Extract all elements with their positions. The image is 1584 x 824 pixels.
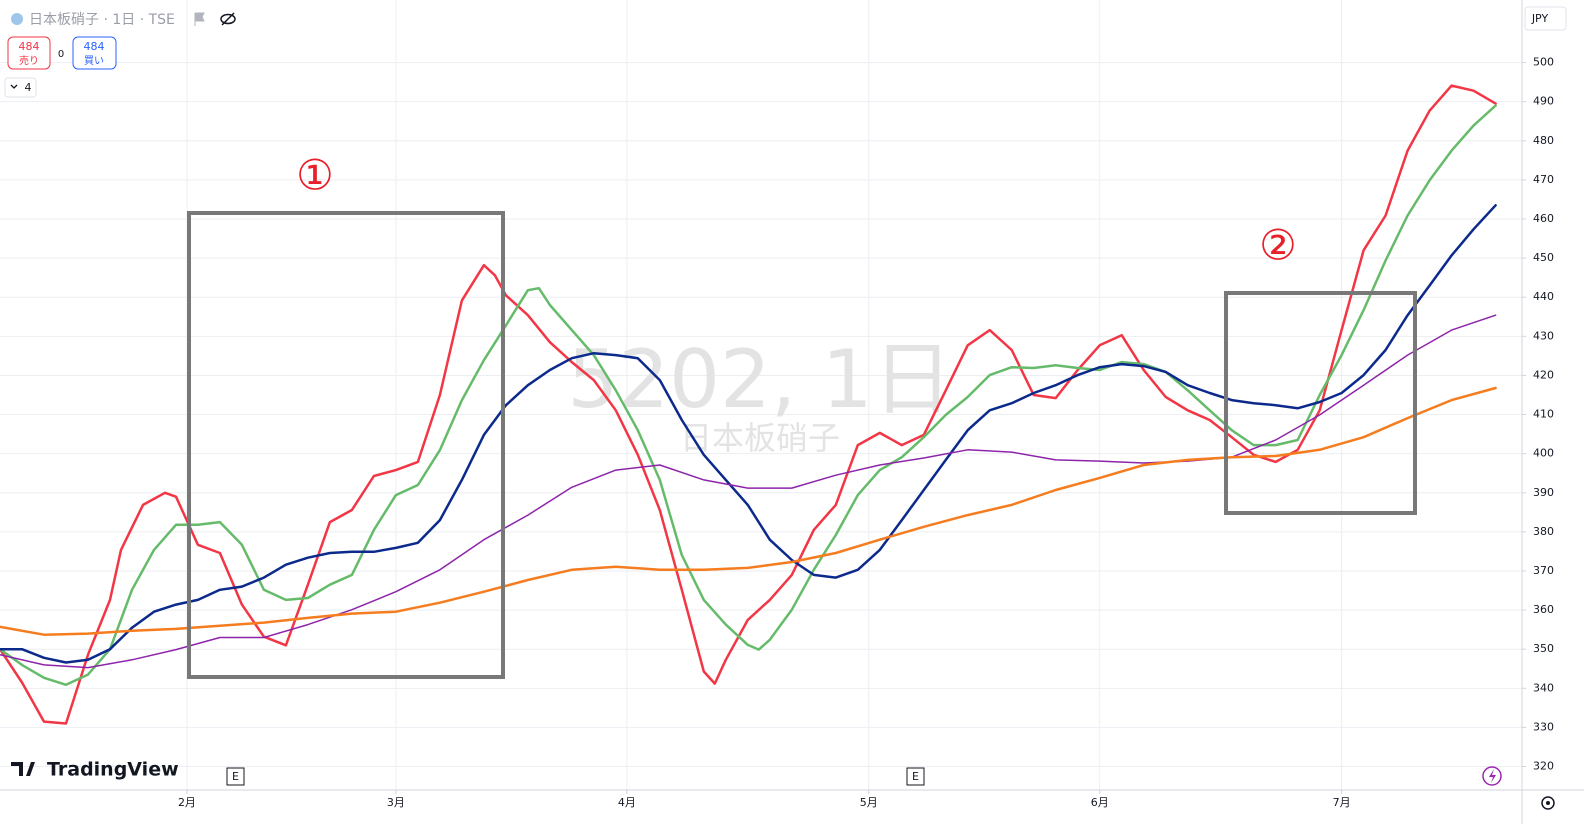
spread: 0 [58, 49, 64, 60]
y-tick-label: 480 [1533, 134, 1554, 147]
logo[interactable]: TradingView [11, 759, 179, 781]
y-tick-label: 330 [1533, 720, 1554, 733]
annotation-label: ② [1259, 221, 1297, 270]
line-series [0, 386, 1497, 636]
event-label: E [232, 770, 239, 783]
symbol-title[interactable]: 日本板硝子 · 1日 · TSE [29, 12, 175, 28]
y-tick-label: 440 [1533, 290, 1554, 303]
x-tick-label: 2月 [178, 796, 196, 809]
x-tick-label: 6月 [1091, 796, 1109, 809]
y-tick-label: 380 [1533, 525, 1554, 538]
x-tick-label: 3月 [387, 796, 405, 809]
watermark: 5202, 1日 [567, 333, 952, 426]
line-series [0, 104, 1497, 687]
sell-button[interactable]: 484 売り [7, 36, 51, 70]
y-tick-label: 390 [1533, 486, 1554, 499]
x-tick-label: 7月 [1333, 796, 1351, 809]
flag-icon[interactable] [194, 12, 205, 26]
line-series [0, 84, 1497, 725]
event-marker[interactable]: E [226, 767, 245, 786]
x-tick-label: 4月 [618, 796, 636, 809]
indicator-count: 4 [25, 81, 32, 94]
sell-price: 484 [19, 40, 40, 53]
y-tick-label: 460 [1533, 212, 1554, 225]
y-tick-label: 370 [1533, 564, 1554, 577]
event-label: E [912, 770, 919, 783]
annotation-box [187, 211, 505, 679]
lightning-button[interactable] [1482, 766, 1502, 786]
buy-price: 484 [84, 40, 105, 53]
y-tick-label: 490 [1533, 95, 1554, 108]
y-tick-label: 500 [1533, 56, 1554, 69]
line-series [0, 204, 1497, 664]
y-tick-label: 360 [1533, 603, 1554, 616]
hide-icon[interactable] [220, 12, 236, 26]
currency: JPY [1531, 12, 1549, 25]
y-tick-label: 320 [1533, 760, 1554, 773]
event-marker[interactable]: E [906, 767, 925, 786]
watermark-subtitle: 日本板硝子 [680, 419, 840, 457]
symbol-icon [11, 13, 23, 25]
x-tick-label: 5月 [860, 796, 878, 809]
settings-button[interactable] [1541, 796, 1555, 810]
y-tick-label: 470 [1533, 173, 1554, 186]
currency-button[interactable]: JPY [1524, 6, 1567, 31]
line-series [0, 314, 1497, 669]
indicator-toggle[interactable]: 4 [4, 77, 37, 98]
buy-button[interactable]: 484 買い [72, 36, 117, 70]
y-tick-label: 350 [1533, 642, 1554, 655]
sell-label: 売り [19, 54, 39, 67]
buy-label: 買い [84, 55, 104, 67]
y-tick-label: 410 [1533, 408, 1554, 421]
y-tick-label: 420 [1533, 368, 1554, 381]
y-tick-label: 340 [1533, 681, 1554, 694]
annotation-box [1224, 291, 1417, 515]
brand: TradingView [47, 759, 179, 781]
y-tick-label: 450 [1533, 251, 1554, 264]
y-tick-label: 430 [1533, 329, 1554, 342]
annotation-label: ① [296, 151, 334, 200]
y-tick-label: 400 [1533, 447, 1554, 460]
